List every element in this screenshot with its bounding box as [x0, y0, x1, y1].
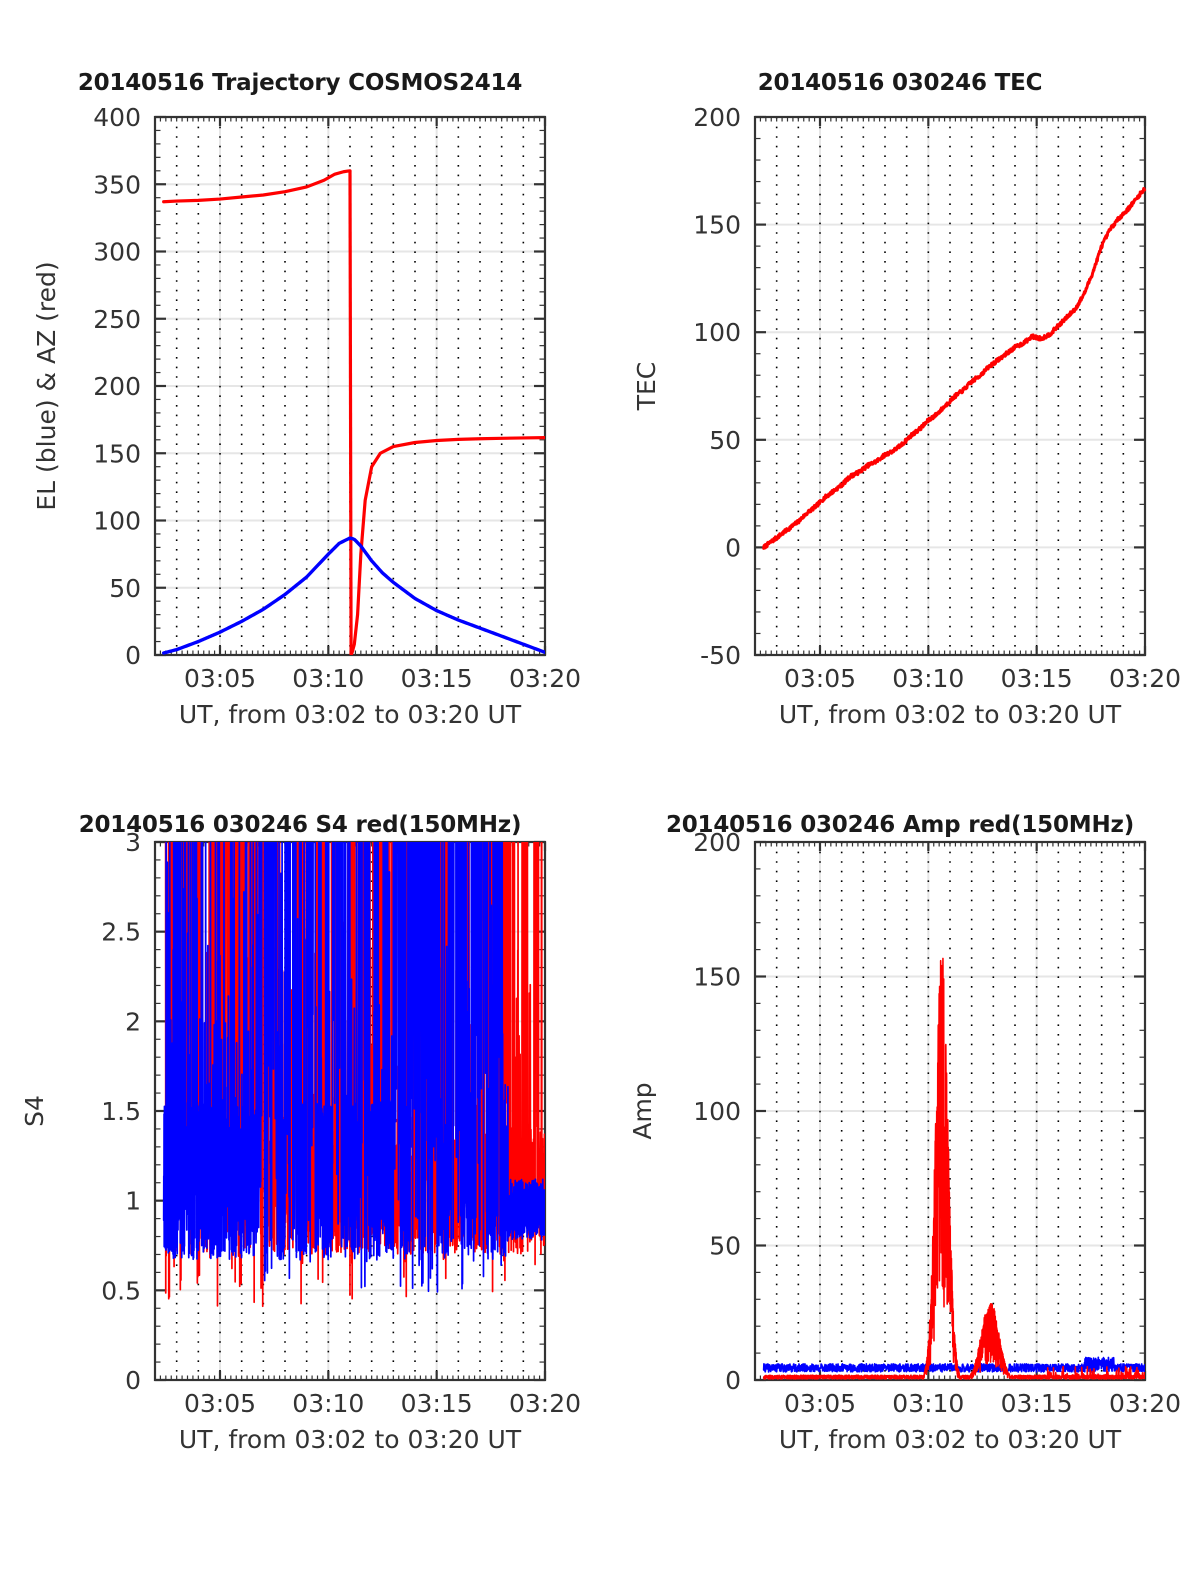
x-tick-label: 03:10	[292, 1389, 364, 1418]
panel-trajectory-title: 20140516 Trajectory COSMOS2414	[77, 70, 523, 96]
y-tick-label: 200	[693, 828, 741, 857]
x-axis-label: UT, from 03:02 to 03:20 UT	[779, 700, 1122, 729]
az-series-branch-1	[162, 169, 352, 204]
y-tick-label: 50	[709, 426, 741, 455]
y-tick-label: 3	[125, 828, 141, 857]
panel-tec: 20140516 030246 TEC 03:05 03:10 03:15 03:20…	[600, 70, 1200, 770]
az-series-branch-2	[349, 436, 545, 655]
trajectory-chart: 03:05 03:10 03:15 03:20 0 50 100 150 200 250 300 35…	[32, 103, 581, 729]
panel-s4-title: 20140516 030246 S4 red(150MHz)	[78, 812, 522, 838]
x-tick-label: 03:20	[509, 1389, 581, 1418]
x-tick-label: 03:05	[184, 1389, 256, 1418]
axes-layer: 03:05 03:10 03:15 03:20 0 50 100 150 200 250 300 35…	[32, 103, 581, 729]
y-tick-label: 50	[109, 574, 141, 603]
y-tick-label: 0	[125, 1366, 141, 1395]
axes-layer: 03:05 03:10 03:15 03:20 0 50 100 150 200 UT, from…	[628, 828, 1181, 1454]
y-tick-label: 0	[725, 1366, 741, 1395]
series-layer	[161, 169, 545, 655]
y-axis-label: Amp	[628, 1082, 657, 1139]
y-tick-label: 100	[93, 507, 141, 536]
s4-blue-series	[162, 842, 545, 1293]
series-layer	[162, 842, 545, 1308]
x-tick-label: 03:20	[1109, 1389, 1181, 1418]
amp-chart: 03:05 03:10 03:15 03:20 0 50 100 150 200 UT, from…	[628, 828, 1181, 1454]
y-tick-label: 400	[93, 103, 141, 132]
x-tick-label: 03:05	[784, 1389, 856, 1418]
amp-red-series	[762, 957, 1145, 1380]
x-tick-label: 03:15	[401, 1389, 473, 1418]
x-tick-label: 03:05	[184, 664, 256, 693]
y-tick-label: 250	[93, 305, 141, 334]
x-tick-label: 03:20	[509, 664, 581, 693]
tec-chart: 03:05 03:10 03:15 03:20 -50 0 50 100 150 200 UT, f…	[632, 103, 1181, 729]
y-tick-label: 200	[693, 103, 741, 132]
y-tick-label: 2	[125, 1007, 141, 1036]
series-layer	[762, 186, 1147, 550]
x-tick-label: 03:10	[892, 664, 964, 693]
x-axis-label: UT, from 03:02 to 03:20 UT	[179, 1425, 522, 1454]
y-tick-label: 150	[693, 211, 741, 240]
panel-s4: 20140516 030246 S4 red(150MHz) 03:05 03:1…	[0, 812, 600, 1512]
x-axis-label: UT, from 03:02 to 03:20 UT	[179, 700, 522, 729]
y-tick-label: 100	[693, 1097, 741, 1126]
y-tick-label: 50	[709, 1232, 741, 1261]
x-tick-label: 03:15	[1001, 1389, 1073, 1418]
el-series	[161, 536, 545, 655]
x-tick-label: 03:15	[1001, 664, 1073, 693]
y-tick-label: 100	[693, 318, 741, 347]
y-tick-label: 150	[693, 963, 741, 992]
y-tick-label: 0	[125, 641, 141, 670]
x-tick-label: 03:10	[292, 664, 364, 693]
tec-series	[762, 186, 1147, 550]
panel-amp: 20140516 030246 Amp red(150MHz) 03:05 03:…	[600, 812, 1200, 1512]
y-tick-label: -50	[700, 641, 741, 670]
x-tick-label: 03:10	[892, 1389, 964, 1418]
az-wrap-line	[348, 170, 353, 655]
s4-red-series	[164, 842, 545, 1308]
y-axis-label: S4	[20, 1095, 49, 1127]
panel-trajectory: 20140516 Trajectory COSMOS2414 03:05 03:1…	[0, 70, 600, 770]
y-tick-label: 1.5	[101, 1097, 141, 1126]
panel-amp-title: 20140516 030246 Amp red(150MHz)	[665, 812, 1135, 838]
x-tick-label: 03:15	[401, 664, 473, 693]
s4-chart: 03:05 03:10 03:15 03:20 0 0.5 1 1.5 2 2.5 3 UT, fro…	[20, 828, 581, 1454]
y-tick-label: 2.5	[101, 918, 141, 947]
x-axis-label: UT, from 03:02 to 03:20 UT	[779, 1425, 1122, 1454]
series-layer	[762, 957, 1145, 1380]
axes-layer: 03:05 03:10 03:15 03:20 -50 0 50 100 150 200 UT, f…	[632, 103, 1181, 729]
y-tick-label: 150	[93, 439, 141, 468]
panel-tec-title: 20140516 030246 TEC	[757, 70, 1043, 96]
y-axis-label: EL (blue) & AZ (red)	[32, 261, 61, 510]
y-tick-label: 0.5	[101, 1276, 141, 1305]
x-tick-label: 03:05	[784, 664, 856, 693]
y-tick-label: 1	[125, 1187, 141, 1216]
y-tick-label: 200	[93, 372, 141, 401]
y-tick-label: 350	[93, 170, 141, 199]
clipped-series	[161, 169, 545, 655]
x-tick-label: 03:20	[1109, 664, 1181, 693]
y-tick-label: 0	[725, 533, 741, 562]
y-axis-label: TEC	[632, 362, 661, 412]
y-tick-label: 300	[93, 238, 141, 267]
